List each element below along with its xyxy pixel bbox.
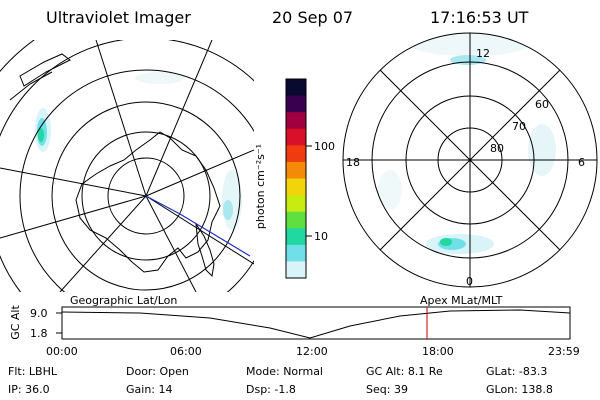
instrument-title: Ultraviolet Imager — [46, 8, 191, 27]
status-gc-alt: GC Alt: 8.1 Re — [366, 365, 443, 378]
mlat-label-80: 80 — [490, 142, 504, 155]
date-label: 20 Sep 07 — [272, 8, 354, 27]
status-dsp: Dsp: -1.8 — [246, 383, 296, 396]
aurora-emission-right — [378, 33, 556, 254]
altitude-ylabel: GC Alt — [8, 305, 22, 340]
colorbar-band — [286, 79, 306, 97]
mlt-label-18: 18 — [346, 156, 360, 169]
altitude-ytick-9: 9.0 — [30, 307, 48, 320]
mlt-label-6: 6 — [578, 156, 585, 169]
colorbar-band — [286, 112, 306, 130]
status-seq: Seq: 39 — [366, 383, 408, 396]
colorbar-band — [286, 195, 306, 213]
time-label: 17:16:53 UT — [430, 8, 529, 27]
xtick-1200: 12:00 — [296, 345, 328, 358]
left-map-caption: Geographic Lat/Lon — [70, 294, 178, 307]
altitude-ytick-1: 1.8 — [30, 327, 48, 340]
terminator-line — [145, 195, 251, 257]
xtick-2359: 23:59 — [548, 345, 580, 358]
colorbar-tick-10: 10 — [314, 230, 328, 243]
colorbar-tick-100: 100 — [314, 140, 335, 153]
status-door: Door: Open — [126, 365, 189, 378]
colorbar-band — [286, 228, 306, 246]
colorbar-band — [286, 95, 306, 113]
xtick-0000: 00:00 — [46, 345, 78, 358]
coastline — [75, 131, 221, 273]
mlt-label-12: 12 — [476, 47, 490, 60]
magnetic-map — [378, 33, 556, 254]
colorbar — [286, 79, 306, 279]
status-mode: Mode: Normal — [246, 365, 323, 378]
colorbar-band — [286, 211, 306, 229]
status-gain: Gain: 14 — [126, 383, 173, 396]
colorbar-band — [286, 244, 306, 262]
aurora-emission-left — [35, 72, 242, 230]
colorbar-band — [286, 161, 306, 179]
colorbar-band — [286, 178, 306, 196]
right-map-caption: Apex MLat/MLT — [420, 294, 503, 307]
geographic-map — [0, 40, 254, 292]
mlat-label-60: 60 — [535, 98, 549, 111]
altitude-curve — [61, 309, 571, 339]
status-filter: Flt: LBHL — [8, 365, 57, 378]
colorbar-band — [286, 145, 306, 163]
colorbar-unit-label: photon cm⁻²s⁻¹ — [254, 143, 268, 230]
status-glon: GLon: 138.8 — [486, 383, 553, 396]
status-glat: GLat: -83.3 — [486, 365, 548, 378]
colorbar-band — [286, 128, 306, 146]
status-ip: IP: 36.0 — [8, 383, 50, 396]
mlat-label-70: 70 — [512, 120, 526, 133]
xtick-1800: 18:00 — [422, 345, 454, 358]
colorbar-band — [286, 261, 306, 279]
mlt-label-0: 0 — [466, 275, 473, 288]
xtick-0600: 06:00 — [170, 345, 202, 358]
altitude-plot-frame — [61, 306, 571, 340]
